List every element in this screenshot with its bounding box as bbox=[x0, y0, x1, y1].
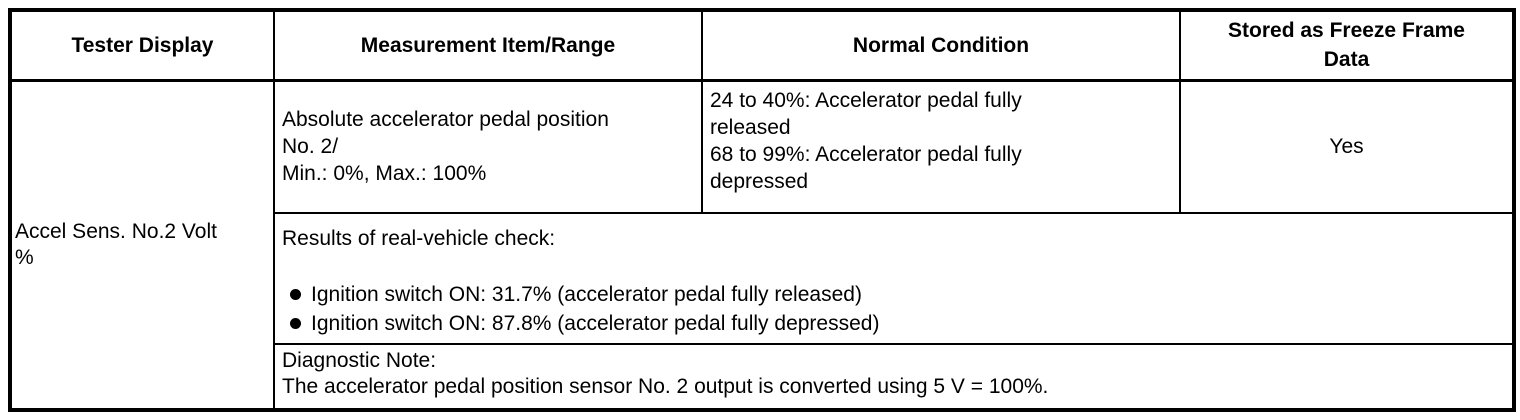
cell-stored-as-freeze-frame: Yes bbox=[1179, 79, 1515, 214]
header-stored-as-freeze-frame-data: Stored as Freeze Frame Data bbox=[1179, 9, 1515, 82]
cell-normal-condition: 24 to 40%: Accelerator pedal fully relea… bbox=[701, 79, 1181, 214]
results-list: Ignition switch ON: 31.7% (accelerator p… bbox=[282, 280, 1506, 338]
cell-real-vehicle-check-results: Results of real-vehicle check: Ignition … bbox=[273, 212, 1515, 345]
results-item-text: Ignition switch ON: 31.7% (accelerator p… bbox=[311, 283, 862, 306]
header-tester-display: Tester Display bbox=[9, 9, 275, 82]
table-header-row: Tester Display Measurement Item/Range No… bbox=[9, 9, 1515, 82]
table-row-measurement: Accel Sens. No.2 Volt % Absolute acceler… bbox=[9, 79, 1515, 411]
cell-tester-display: Accel Sens. No.2 Volt % bbox=[9, 79, 275, 411]
results-list-item: Ignition switch ON: 87.8% (accelerator p… bbox=[290, 309, 1506, 338]
results-title: Results of real-vehicle check: bbox=[282, 227, 556, 250]
results-item-text: Ignition switch ON: 87.8% (accelerator p… bbox=[311, 312, 880, 335]
diagnostic-note-text: The accelerator pedal position sensor No… bbox=[282, 375, 1049, 398]
bullet-icon bbox=[290, 318, 301, 329]
table-row-diagnostic-note: Diagnostic Note: The accelerator pedal p… bbox=[10, 343, 1515, 411]
cell-diagnostic-note: Diagnostic Note: The accelerator pedal p… bbox=[273, 343, 1515, 411]
data-list-spec-table: Tester Display Measurement Item/Range No… bbox=[8, 8, 1516, 412]
diagnostic-note-title: Diagnostic Note: bbox=[282, 349, 437, 372]
results-list-item: Ignition switch ON: 31.7% (accelerator p… bbox=[290, 280, 1506, 309]
cell-measurement-item-range: Absolute accelerator pedal position No. … bbox=[273, 79, 703, 214]
header-normal-condition: Normal Condition bbox=[701, 9, 1181, 82]
table-row-results: Results of real-vehicle check: Ignition … bbox=[10, 212, 1515, 345]
header-measurement-item-range: Measurement Item/Range bbox=[273, 9, 703, 82]
bullet-icon bbox=[290, 289, 301, 300]
